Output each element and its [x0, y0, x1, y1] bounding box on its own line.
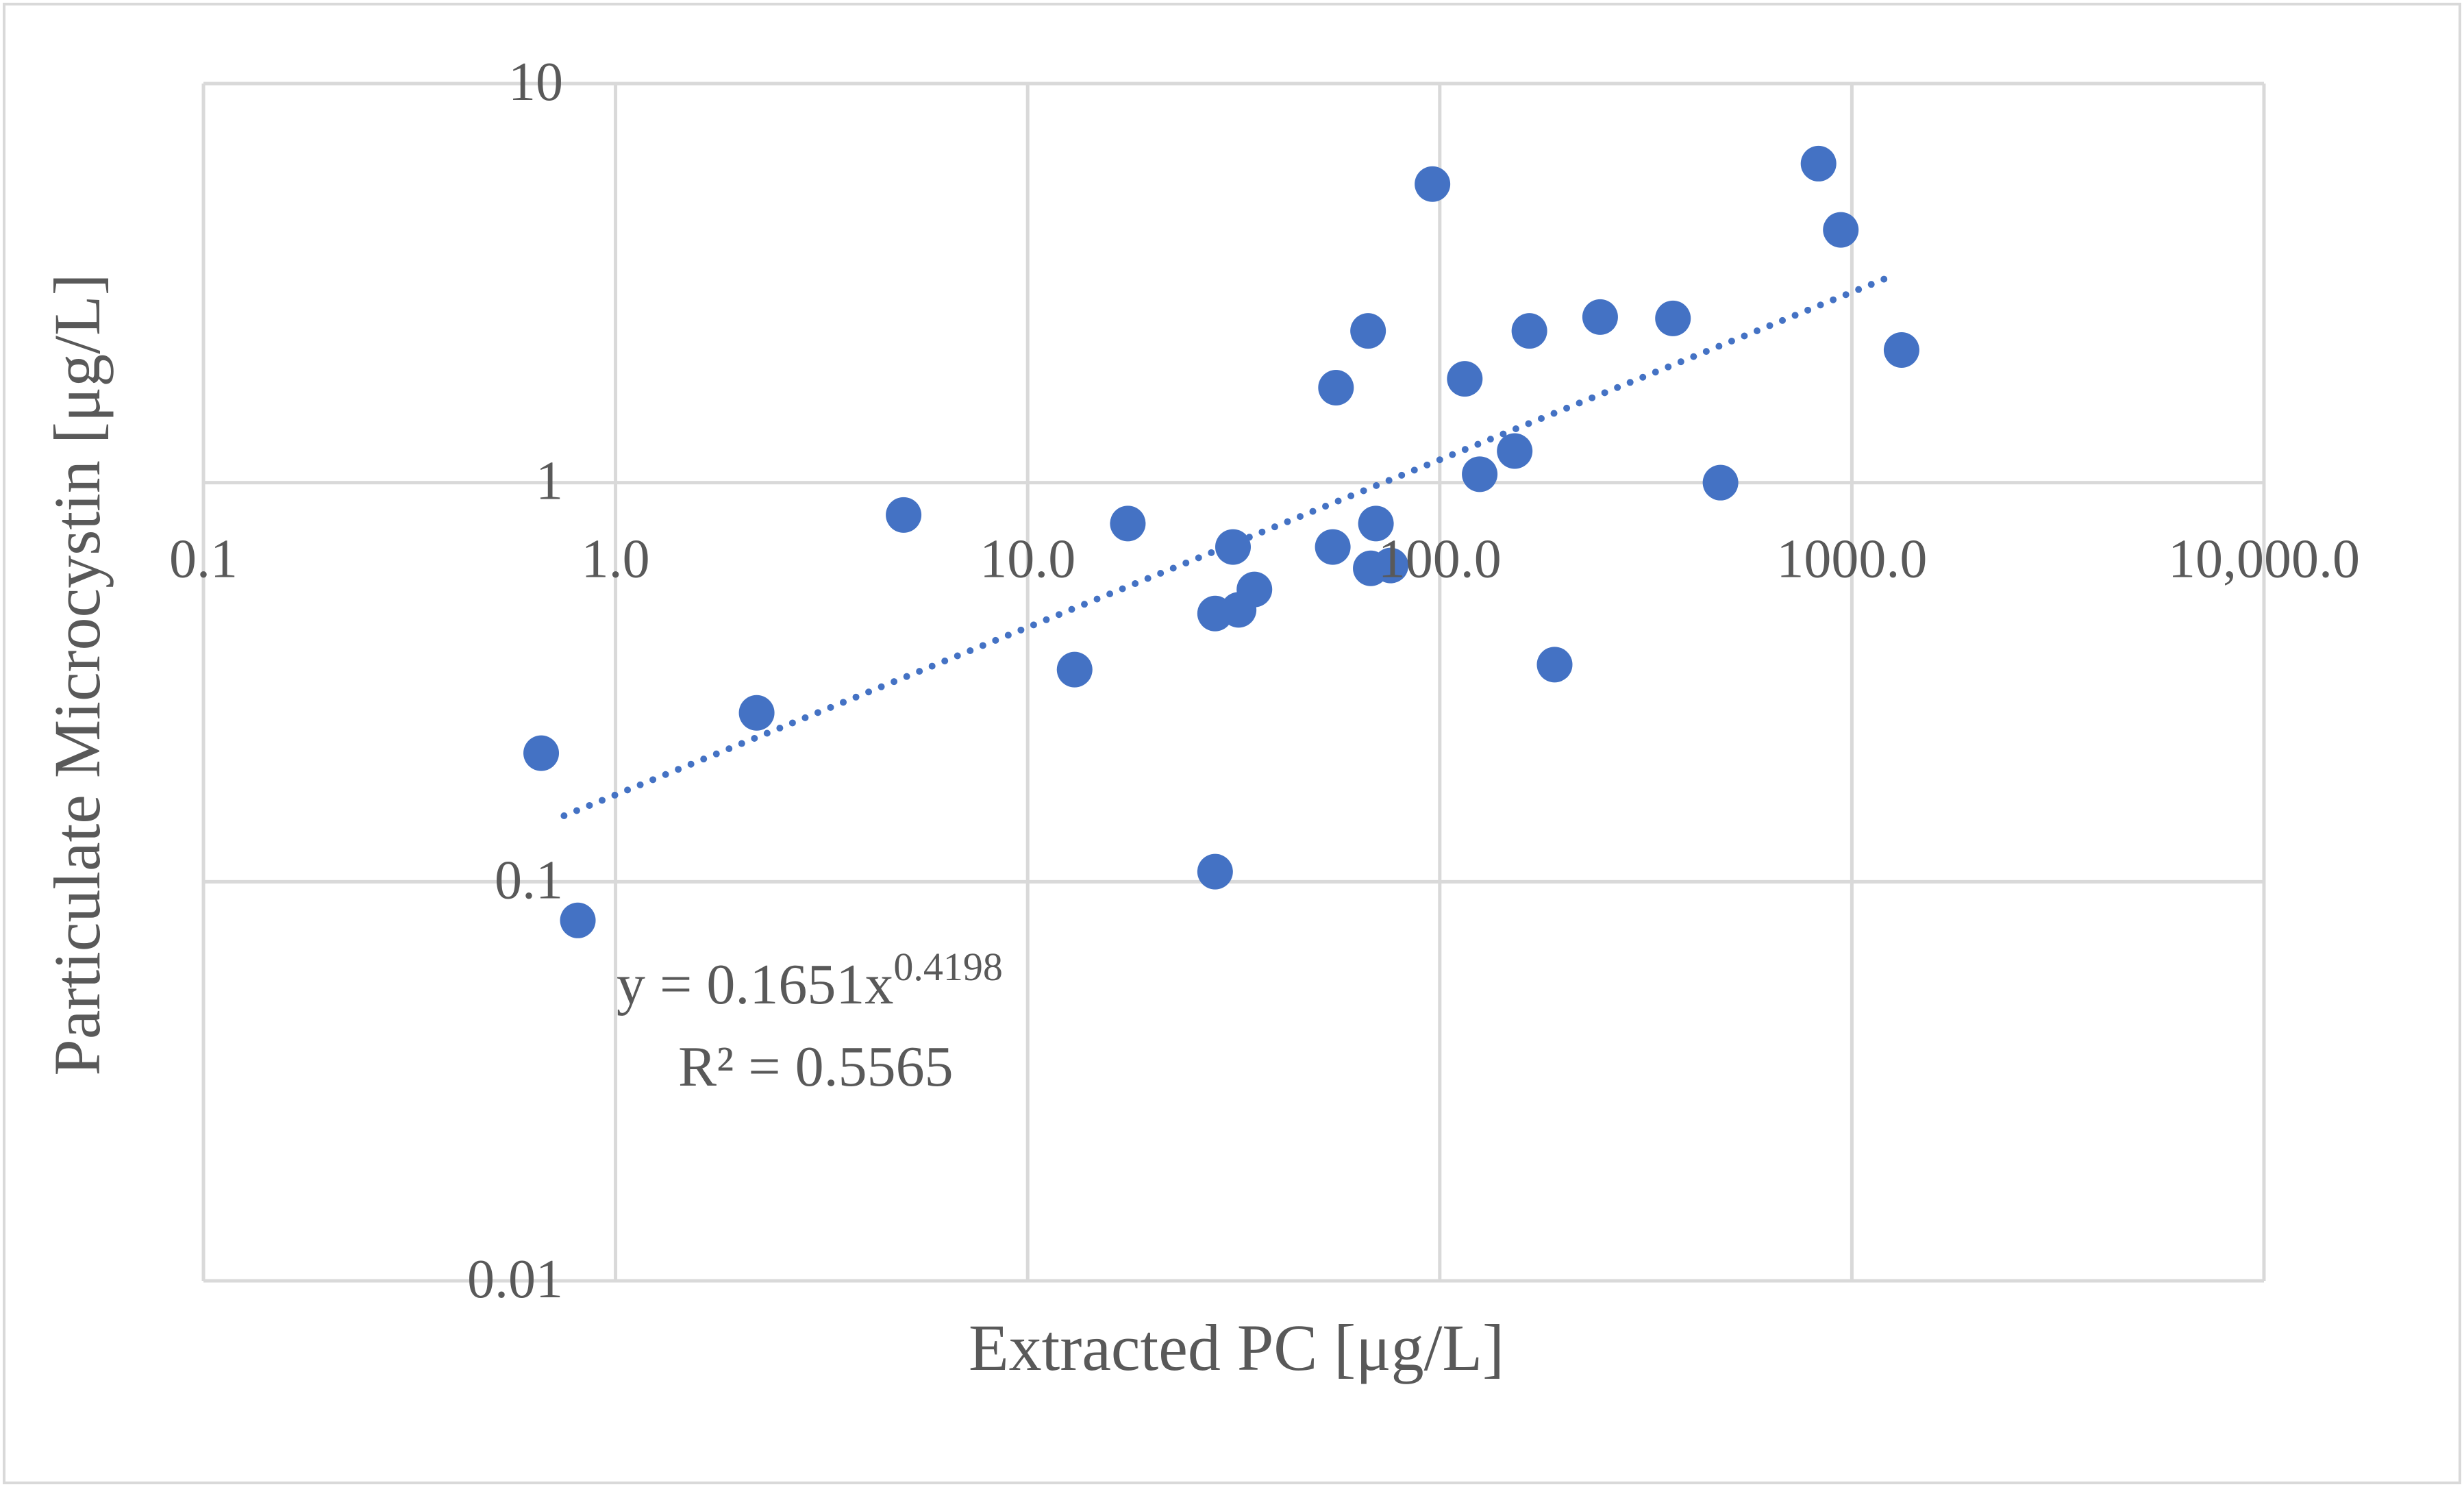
y-tick-labels: 0.01 0.1 1 10 — [467, 52, 563, 1310]
data-point — [1883, 332, 1919, 368]
data-point — [1462, 456, 1498, 492]
data-point — [1447, 361, 1483, 397]
y-tick-label: 0.1 — [495, 850, 563, 910]
data-point — [1350, 313, 1386, 349]
x-tick-label: 1.0 — [582, 529, 650, 590]
equation-base: y = 0.1651x — [617, 953, 893, 1016]
data-point — [886, 497, 922, 533]
y-tick-label: 1 — [536, 451, 563, 512]
data-point — [1582, 299, 1618, 335]
data-point — [1110, 505, 1146, 542]
data-point — [1415, 166, 1451, 202]
chart-border — [3, 3, 2461, 1484]
trendline-equation: y = 0.1651x0.4198 — [617, 945, 1003, 1016]
data-point — [523, 735, 560, 771]
data-point — [1197, 853, 1233, 890]
x-tick-label: 100.0 — [1378, 529, 1502, 590]
data-point — [1497, 433, 1533, 469]
data-point — [1215, 529, 1251, 565]
data-point — [560, 902, 596, 938]
x-tick-label: 10.0 — [980, 529, 1075, 590]
gridlines — [201, 82, 2266, 1283]
y-tick-label: 0.01 — [467, 1249, 563, 1310]
data-point — [1236, 571, 1273, 608]
data-point — [738, 695, 775, 731]
data-points — [523, 145, 1919, 938]
equation-exponent: 0.4198 — [893, 945, 1003, 989]
x-tick-labels: 0.1 1.0 10.0 100.0 1000.0 10,000.0 — [169, 529, 2360, 590]
data-point — [1823, 212, 1859, 248]
data-point — [1056, 651, 1093, 688]
data-point — [1315, 529, 1351, 565]
trendline-layer — [560, 272, 1895, 819]
data-point — [1511, 313, 1547, 349]
power-trendline — [560, 272, 1895, 819]
data-point — [1536, 647, 1573, 683]
r-squared-label: R² = 0.5565 — [678, 1035, 954, 1099]
x-axis-title: Extracted PC [μg/L] — [969, 1311, 1504, 1384]
data-point — [1702, 464, 1739, 501]
x-tick-label: 10,000.0 — [2168, 529, 2360, 590]
y-tick-label: 10 — [508, 52, 563, 112]
data-point — [1358, 505, 1394, 542]
x-tick-label: 1000.0 — [1776, 529, 1927, 590]
data-point — [1318, 369, 1354, 405]
x-tick-label: 0.1 — [169, 529, 238, 590]
data-point — [1373, 547, 1409, 584]
y-axis-title: Particulate Microcystin [μg/L] — [40, 273, 114, 1075]
data-point — [1800, 145, 1837, 182]
data-point — [1655, 300, 1691, 336]
